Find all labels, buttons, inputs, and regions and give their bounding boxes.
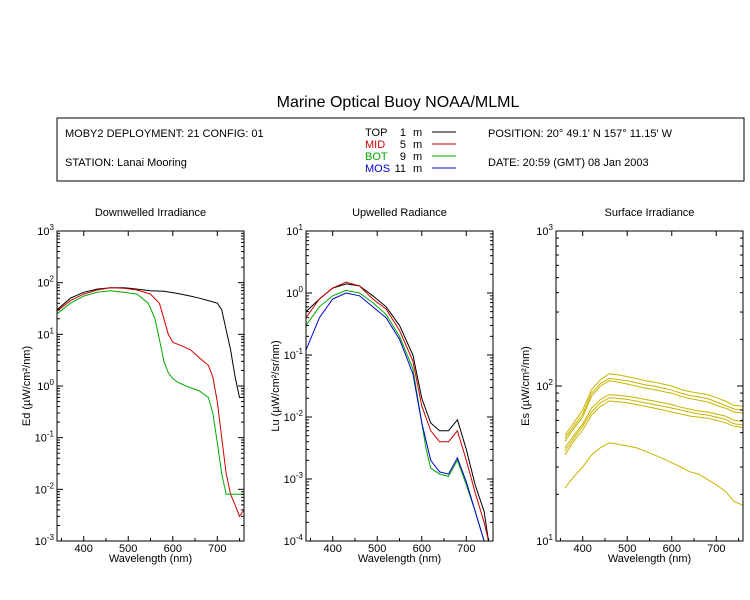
y-axis-label: Ed (µW/cm²/nm) (21, 346, 33, 426)
legend-label: MID (365, 139, 385, 151)
panel-title: Downwelled Irradiance (95, 207, 206, 219)
y-tick-label: 10-3 (35, 533, 55, 548)
x-tick-label: 500 (119, 543, 137, 555)
y-tick-label: 101 (536, 533, 553, 548)
legend-unit: m (413, 127, 422, 139)
y-tick-label: 10-3 (284, 471, 304, 486)
y-tick-label: 103 (536, 223, 553, 238)
series-group (306, 281, 493, 541)
y-tick-label: 102 (37, 275, 54, 290)
series-line-es-0 (564, 373, 743, 436)
legend-depth: 1 (400, 127, 406, 139)
info-box (56, 117, 745, 182)
legend-label: TOP (365, 127, 387, 139)
series-line-es-4 (564, 397, 743, 452)
series-line-mid-1 (57, 287, 244, 518)
legend-label: MOS (365, 163, 390, 175)
series-line-bot-2 (306, 289, 493, 541)
legend-entry-mid: MID 5 m (365, 139, 456, 151)
y-tick-label: 100 (37, 378, 54, 393)
y-tick-label: 100 (286, 285, 303, 300)
series-line-mid-1 (306, 281, 493, 541)
date-text: DATE: 20:59 (GMT) 08 Jan 2003 (488, 157, 649, 169)
y-axis-label: Lu (µW/cm²/sr/nm) (270, 340, 282, 431)
legend-unit: m (413, 151, 422, 163)
y-axis-label: Es (µW/cm²/nm) (520, 346, 532, 426)
x-tick-label: 400 (75, 543, 93, 555)
plot-frame (555, 230, 744, 542)
y-tick-label: 10-1 (35, 430, 55, 445)
y-tick-label: 10-4 (284, 533, 304, 548)
legend-depth: 11 (395, 163, 406, 175)
panel-title: Surface Irradiance (605, 207, 695, 219)
x-tick-label: 700 (457, 543, 475, 555)
x-tick-label: 400 (574, 543, 592, 555)
legend-entry-bot: BOT 9 m (365, 151, 456, 163)
legend-entry-mos: MOS 11 m (365, 163, 456, 175)
y-tick-label: 101 (286, 223, 303, 238)
x-tick-label: 400 (324, 543, 342, 555)
legend-depth: 9 (400, 151, 406, 163)
x-axis-label: Wavelength (nm) (109, 553, 192, 565)
station-text: STATION: Lanai Mooring (65, 157, 187, 169)
y-tick-label: 10-2 (35, 481, 55, 496)
y-tick-label: 10-2 (284, 409, 304, 424)
y-tick-label: 101 (37, 326, 54, 341)
legend-unit: m (413, 139, 422, 151)
x-axis-label: Wavelength (nm) (608, 553, 691, 565)
x-tick-label: 500 (618, 543, 636, 555)
plot-frame (305, 230, 494, 542)
series-line-es-1 (564, 377, 743, 439)
legend-depth: 5 (400, 139, 406, 151)
x-tick-label: 600 (413, 543, 431, 555)
y-tick-label: 102 (536, 378, 553, 393)
panel-3: Surface Irradiance 400 500 600 700 Wavelength… (520, 207, 744, 565)
x-axis-label: Wavelength (nm) (358, 553, 441, 565)
series-line-es-5 (564, 400, 743, 456)
series-line-mos-3 (306, 292, 493, 541)
series-line-top-0 (306, 283, 493, 541)
series-group (564, 373, 743, 506)
legend-entry-top: TOP 1 m (365, 127, 456, 139)
series-line-top-0 (57, 287, 244, 398)
series-line-es-3 (564, 394, 743, 448)
y-tick-label: 103 (37, 223, 54, 238)
x-tick-label: 700 (707, 543, 725, 555)
deployment-text: MOBY2 DEPLOYMENT: 21 CONFIG: 01 (65, 128, 264, 140)
x-tick-label: 700 (208, 543, 226, 555)
panel-1: Downwelled Irradiance 400 500 600 700 Wavelen… (21, 207, 245, 565)
legend-unit: m (413, 163, 422, 175)
series-line-es-2 (564, 380, 743, 442)
panel-2: Upwelled Radiance 400 500 600 700 Wavelength … (270, 207, 494, 565)
position-text: POSITION: 20° 49.1' N 157° 11.15' W (488, 128, 673, 140)
series-group (57, 287, 244, 518)
x-tick-label: 500 (368, 543, 386, 555)
panel-title: Upwelled Radiance (352, 207, 447, 219)
series-line-es-6 (564, 442, 743, 506)
x-tick-label: 600 (164, 543, 182, 555)
x-tick-label: 600 (663, 543, 681, 555)
plot-frame (56, 230, 245, 542)
figure-title: Marine Optical Buoy NOAA/MLML (277, 94, 520, 111)
legend-label: BOT (365, 151, 388, 163)
y-tick-label: 10-1 (284, 347, 304, 362)
series-line-bot-2 (57, 290, 244, 495)
